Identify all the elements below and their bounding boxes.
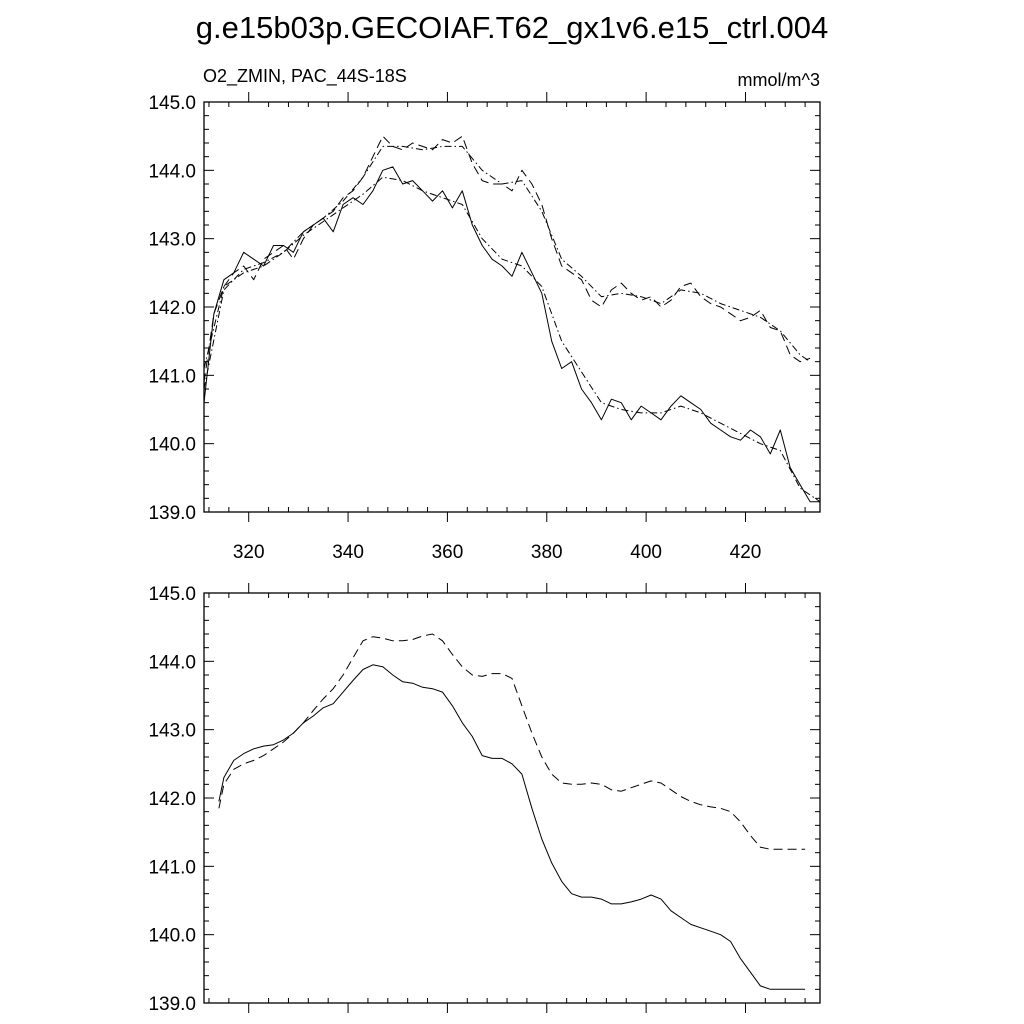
series-b-raw-line — [203, 135, 811, 383]
y-tick-label: 140.0 — [148, 926, 196, 947]
x-tick-label: 320 — [233, 542, 265, 563]
figure-title: g.e15b03p.GECOIAF.T62_gx1v6.e15_ctrl.004 — [196, 10, 828, 45]
y-tick-label: 141.0 — [148, 366, 196, 387]
y-tick-label: 145.0 — [148, 93, 196, 114]
y-tick-label: 141.0 — [148, 857, 196, 878]
y-tick-label: 142.0 — [148, 298, 196, 319]
top-panel-frame — [203, 101, 821, 513]
x-tick-label: 360 — [432, 542, 464, 563]
y-tick-label: 143.0 — [148, 721, 196, 742]
top-panel-variable-label: O2_ZMIN, PAC_44S-18S — [203, 66, 407, 87]
y-tick-label: 144.0 — [148, 161, 196, 182]
y-tick-label: 142.0 — [148, 789, 196, 810]
x-tick-label: 340 — [332, 542, 364, 563]
bottom-panel-frame — [203, 592, 821, 1004]
y-tick-label: 145.0 — [148, 584, 196, 605]
top-panel: O2_ZMIN, PAC_44S-18S mmol/m^3 139.0 140.0… — [148, 66, 821, 563]
series-a-filtered-line — [218, 664, 806, 990]
series-b-smooth-line — [203, 145, 811, 369]
top-panel-units-label: mmol/m^3 — [738, 70, 820, 90]
y-tick-label: 143.0 — [148, 230, 196, 251]
y-tick-label: 144.0 — [148, 652, 196, 673]
x-tick-label: 380 — [531, 542, 563, 563]
x-tick-label: 400 — [630, 542, 662, 563]
y-tick-label: 140.0 — [148, 435, 196, 456]
bottom-panel-plot-area: 139.0 140.0 141.0 142.0 143.0 144.0 145.0 — [148, 583, 820, 1015]
series-a-smooth-line — [203, 176, 821, 503]
y-tick-label: 139.0 — [148, 503, 196, 524]
bottom-panel: 139.0 140.0 141.0 142.0 143.0 144.0 145.0 — [148, 583, 821, 1015]
top-panel-plot-area: 139.0 140.0 141.0 142.0 143.0 144.0 145.0 320 34… — [148, 92, 821, 563]
y-tick-label: 139.0 — [148, 994, 196, 1015]
x-tick-label: 420 — [730, 542, 762, 563]
series-a-raw-line — [203, 166, 820, 503]
series-b-filtered-line — [218, 633, 806, 850]
